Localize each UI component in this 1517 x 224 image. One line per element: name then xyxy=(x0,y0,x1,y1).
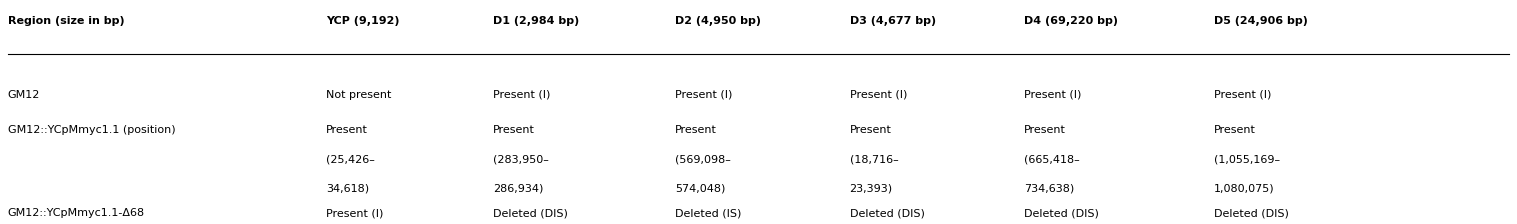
Text: YCP (9,192): YCP (9,192) xyxy=(326,16,399,26)
Text: GM12: GM12 xyxy=(8,90,39,100)
Text: D5 (24,906 bp): D5 (24,906 bp) xyxy=(1214,16,1308,26)
Text: Deleted (IS): Deleted (IS) xyxy=(675,208,742,218)
Text: Not present: Not present xyxy=(326,90,391,100)
Text: 574,048): 574,048) xyxy=(675,184,725,194)
Text: Present (I): Present (I) xyxy=(1024,90,1082,100)
Text: Present (I): Present (I) xyxy=(326,208,384,218)
Text: Present (I): Present (I) xyxy=(1214,90,1271,100)
Text: D3 (4,677 bp): D3 (4,677 bp) xyxy=(850,16,936,26)
Text: Present (I): Present (I) xyxy=(850,90,907,100)
Text: Present: Present xyxy=(493,125,536,136)
Text: (569,098–: (569,098– xyxy=(675,155,731,165)
Text: 734,638): 734,638) xyxy=(1024,184,1074,194)
Text: GM12::YCpMmyc1.1 (position): GM12::YCpMmyc1.1 (position) xyxy=(8,125,174,136)
Text: (25,426–: (25,426– xyxy=(326,155,375,165)
Text: D1 (2,984 bp): D1 (2,984 bp) xyxy=(493,16,579,26)
Text: Present: Present xyxy=(1024,125,1066,136)
Text: GM12::YCpMmyc1.1-Δ68: GM12::YCpMmyc1.1-Δ68 xyxy=(8,208,144,218)
Text: Present: Present xyxy=(850,125,892,136)
Text: Present (I): Present (I) xyxy=(493,90,551,100)
Text: Deleted (DIS): Deleted (DIS) xyxy=(850,208,924,218)
Text: Present: Present xyxy=(326,125,369,136)
Text: (665,418–: (665,418– xyxy=(1024,155,1080,165)
Text: Present: Present xyxy=(675,125,718,136)
Text: Present (I): Present (I) xyxy=(675,90,733,100)
Text: 23,393): 23,393) xyxy=(850,184,892,194)
Text: Deleted (DIS): Deleted (DIS) xyxy=(493,208,567,218)
Text: 286,934): 286,934) xyxy=(493,184,543,194)
Text: D2 (4,950 bp): D2 (4,950 bp) xyxy=(675,16,762,26)
Text: (1,055,169–: (1,055,169– xyxy=(1214,155,1280,165)
Text: Deleted (DIS): Deleted (DIS) xyxy=(1214,208,1288,218)
Text: D4 (69,220 bp): D4 (69,220 bp) xyxy=(1024,16,1118,26)
Text: Region (size in bp): Region (size in bp) xyxy=(8,16,124,26)
Text: 1,080,075): 1,080,075) xyxy=(1214,184,1274,194)
Text: (283,950–: (283,950– xyxy=(493,155,549,165)
Text: (18,716–: (18,716– xyxy=(850,155,898,165)
Text: Present: Present xyxy=(1214,125,1256,136)
Text: Deleted (DIS): Deleted (DIS) xyxy=(1024,208,1098,218)
Text: 34,618): 34,618) xyxy=(326,184,369,194)
